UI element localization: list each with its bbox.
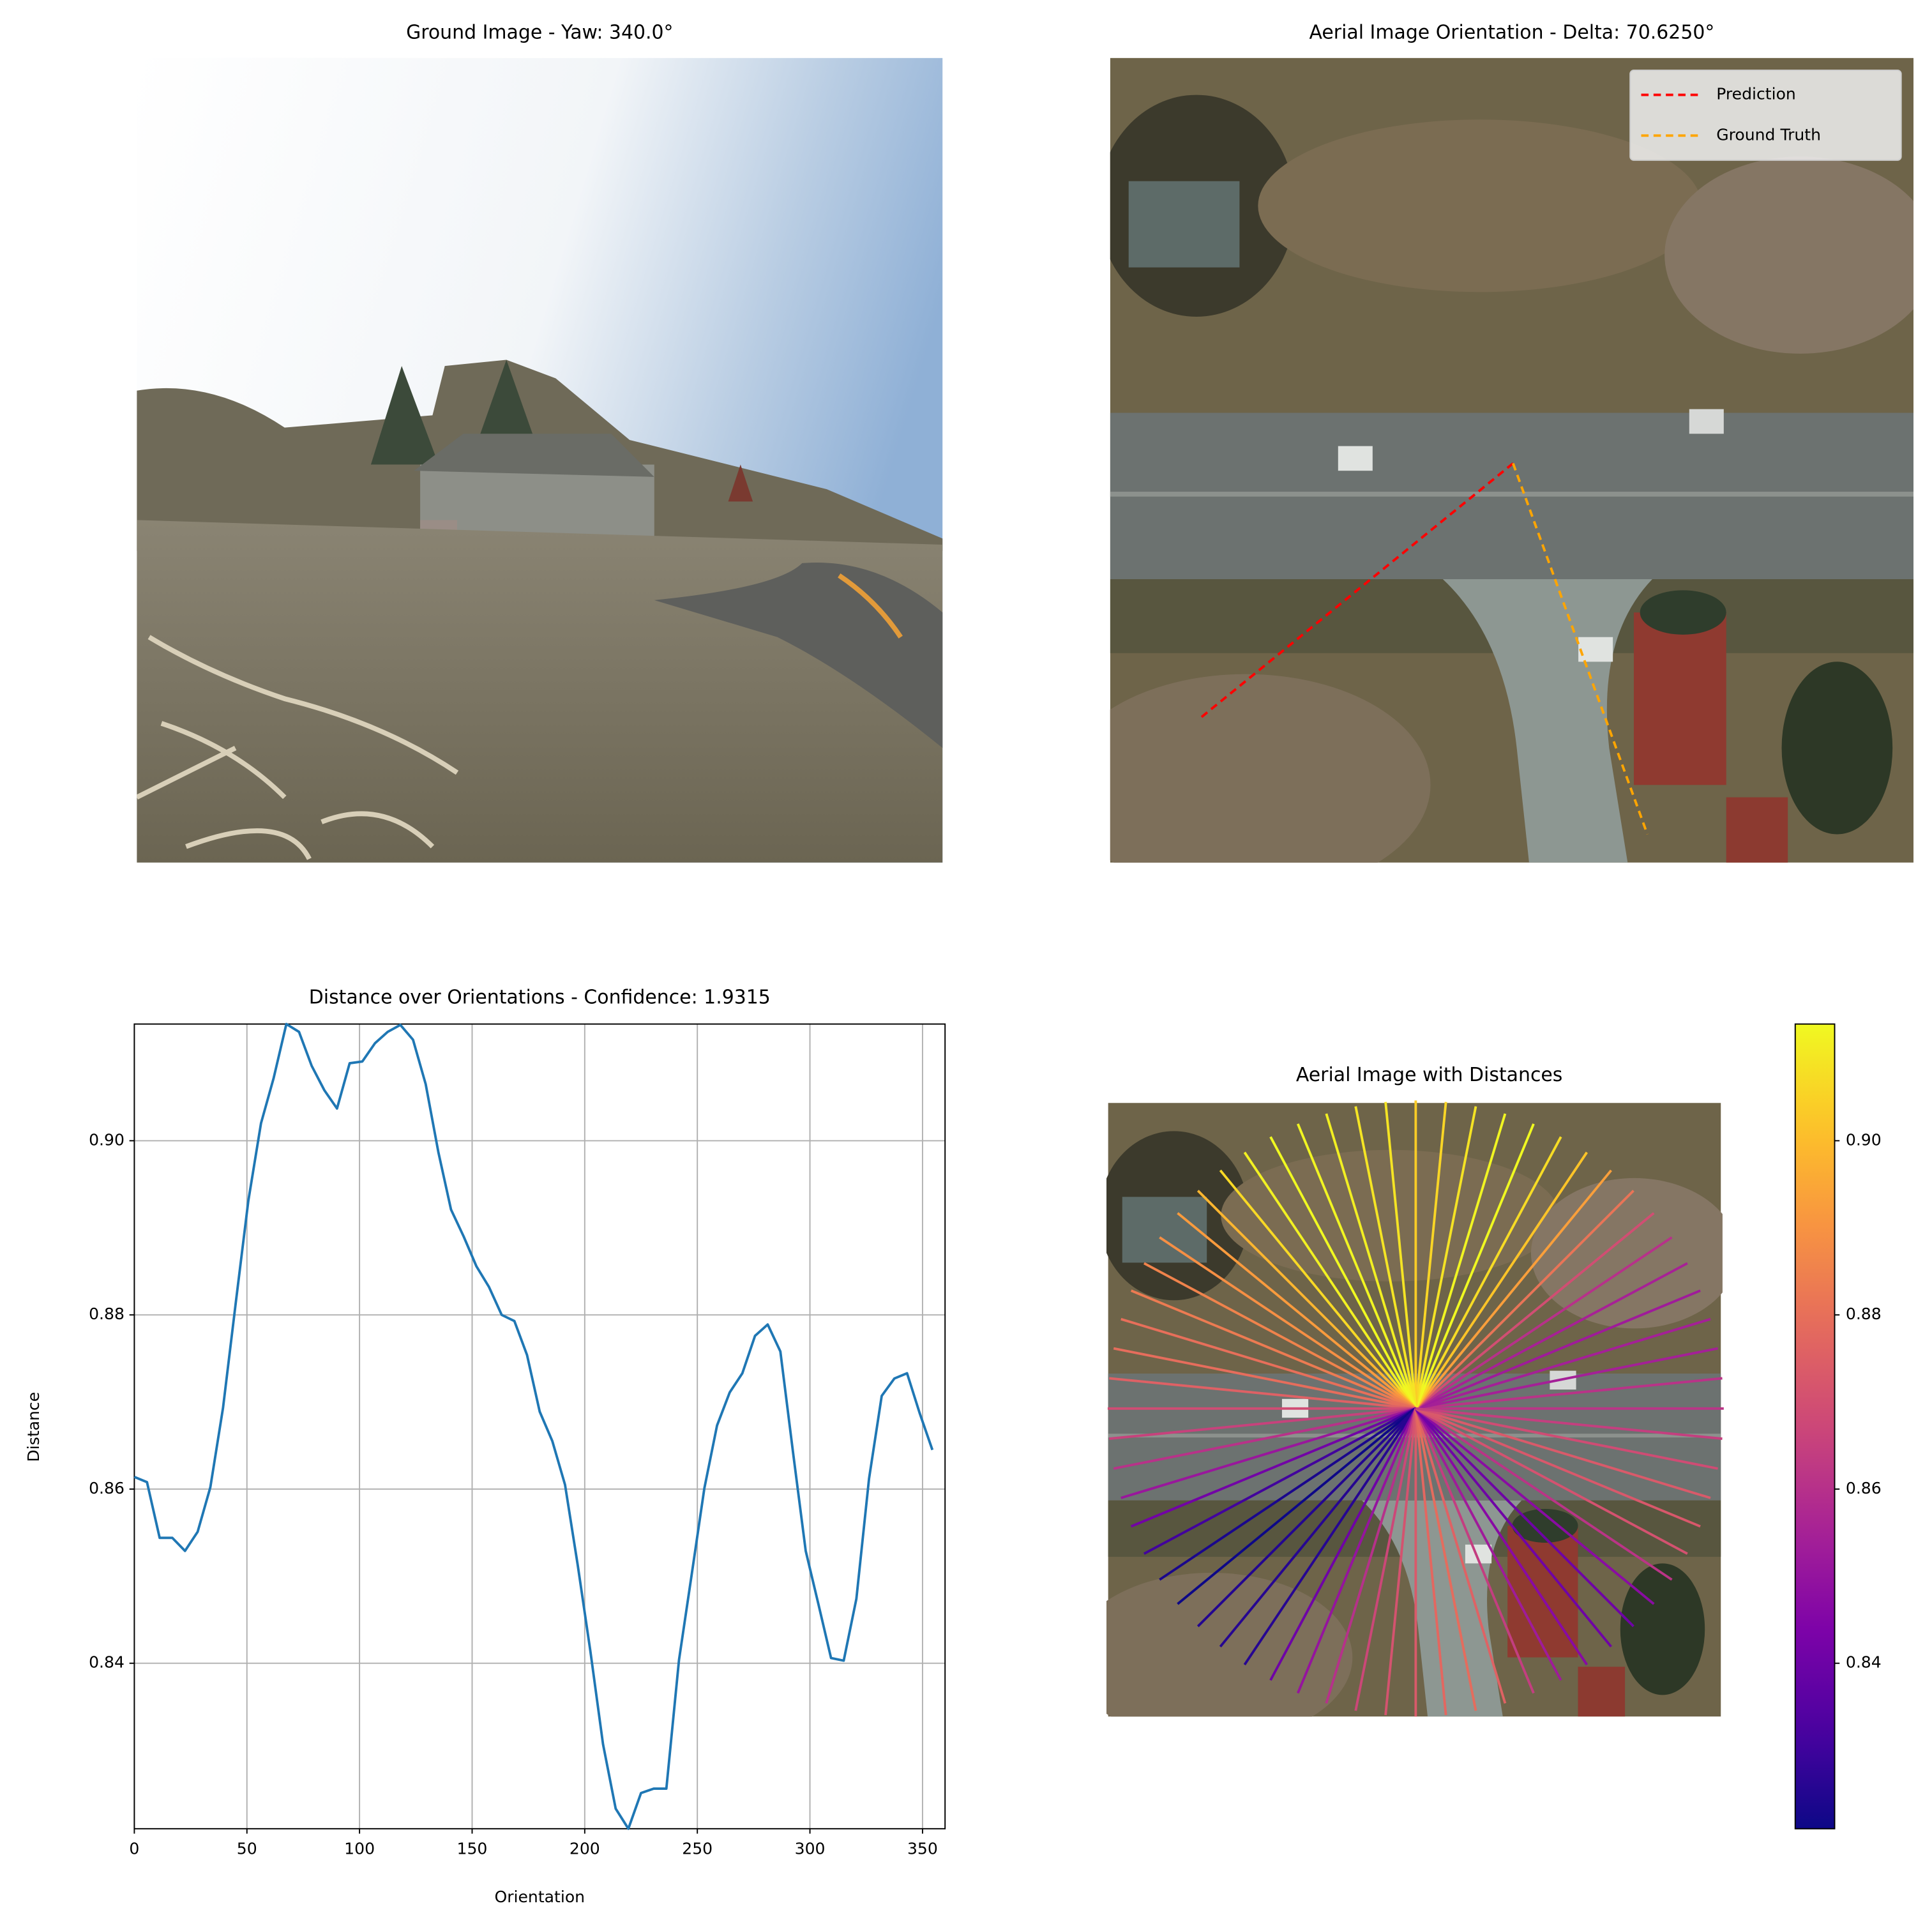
- distance-ray: [1414, 1106, 1477, 1409]
- distance-ray: [1415, 1190, 1634, 1410]
- distance-ray: [1196, 1407, 1417, 1628]
- distance-ray: [1325, 1408, 1417, 1704]
- distance-ray: [1354, 1106, 1417, 1409]
- y-axis-label: Distance: [24, 1392, 43, 1462]
- distance-ray: [1414, 1408, 1535, 1694]
- distance-ray: [1414, 1408, 1507, 1704]
- distance-ray: [1414, 1136, 1562, 1409]
- colorbar: [1794, 1023, 1836, 1829]
- y-tick-label: 0.88: [89, 1305, 125, 1323]
- distance-ray: [1109, 1377, 1416, 1410]
- distance-ray: [1415, 1236, 1673, 1410]
- distance-ray: [1415, 1407, 1673, 1581]
- x-axis-label: Orientation: [494, 1888, 585, 1906]
- distance-ray: [1415, 1407, 1634, 1628]
- distance-ray: [1113, 1407, 1416, 1470]
- distance-ray: [1384, 1102, 1417, 1409]
- distance-ray: [1415, 1407, 1655, 1605]
- distance-ray: [1415, 1347, 1718, 1410]
- distance-ray: [1130, 1407, 1417, 1528]
- distance-ray: [1354, 1408, 1417, 1711]
- distance-ray: [1113, 1347, 1416, 1410]
- distance-ray: [1414, 1407, 1612, 1647]
- distance-ray: [1219, 1407, 1417, 1647]
- x-tick-label: 150: [457, 1840, 488, 1858]
- distance-ray: [1415, 1212, 1655, 1410]
- distance-ray: [1243, 1151, 1417, 1409]
- distance-ray: [1415, 1262, 1688, 1410]
- distance-ray: [1414, 1102, 1447, 1409]
- distance-ray: [1296, 1408, 1417, 1694]
- distance-ray: [1415, 1407, 1723, 1440]
- distance-ray: [1414, 1113, 1507, 1409]
- distance-ray: [1415, 1407, 1688, 1555]
- distance-ray: [1177, 1407, 1417, 1605]
- distance-ray: [1143, 1407, 1417, 1555]
- distance-ray: [1414, 1408, 1477, 1711]
- distance-ray: [1243, 1407, 1417, 1665]
- x-tick-label: 350: [907, 1840, 938, 1858]
- distance-ray: [1121, 1317, 1416, 1410]
- data-line: [133, 1022, 934, 1830]
- aerial-image: [1110, 57, 1914, 863]
- legend-label: Prediction: [1716, 85, 1796, 103]
- x-tick-label: 200: [570, 1840, 600, 1858]
- distance-ray: [1414, 1407, 1562, 1681]
- distance-ray: [1219, 1169, 1417, 1409]
- ground-image: [137, 58, 942, 863]
- x-tick-label: 50: [237, 1840, 257, 1858]
- distance-ray: [1269, 1136, 1417, 1409]
- y-tick-label: 0.86: [89, 1479, 125, 1497]
- plot-area: [134, 1024, 946, 1829]
- image-title: Ground Image - Yaw: 340.0°: [406, 22, 673, 44]
- y-tick-label: 0.84: [89, 1653, 125, 1672]
- distance-ray: [1414, 1407, 1589, 1665]
- colorbar-tick-label: 0.84: [1846, 1653, 1882, 1672]
- distance-ray: [1130, 1289, 1417, 1410]
- legend-box: [1629, 70, 1902, 161]
- ground-truth-line: [1512, 462, 1649, 835]
- x-tick-label: 300: [795, 1840, 826, 1858]
- distance-ray: [1177, 1212, 1417, 1410]
- chart-title: Aerial Image with Distances: [1296, 1064, 1563, 1086]
- y-tick-label: 0.90: [89, 1130, 125, 1149]
- colorbar-tick-label: 0.86: [1846, 1479, 1882, 1497]
- distance-ray: [1196, 1190, 1417, 1410]
- distance-ray: [1415, 1407, 1701, 1528]
- x-tick-label: 100: [344, 1840, 375, 1858]
- x-tick-label: 0: [129, 1840, 139, 1858]
- distance-ray: [1414, 1408, 1447, 1716]
- colorbar-tick-label: 0.88: [1846, 1305, 1882, 1323]
- distance-ray: [1159, 1407, 1417, 1581]
- distance-ray: [1414, 1151, 1589, 1409]
- distance-ray: [1384, 1408, 1417, 1716]
- distance-ray: [1415, 1407, 1718, 1470]
- distance-ray: [1415, 1289, 1701, 1410]
- distance-ray: [1414, 1123, 1535, 1409]
- distance-ray: [1415, 1317, 1711, 1410]
- distance-ray: [1414, 1169, 1612, 1409]
- x-tick-label: 250: [682, 1840, 713, 1858]
- distance-ray: [1143, 1262, 1417, 1410]
- prediction-line: [1200, 462, 1514, 718]
- distance-ray: [1269, 1407, 1417, 1681]
- distance-ray: [1415, 1407, 1711, 1499]
- chart-title: Distance over Orientations - Confidence:…: [309, 987, 771, 1009]
- distance-ray: [1159, 1236, 1417, 1410]
- distance-ray: [1109, 1407, 1416, 1440]
- colorbar-tick-label: 0.90: [1846, 1130, 1882, 1149]
- image-title: Aerial Image Orientation - Delta: 70.625…: [1309, 22, 1714, 44]
- axes-frame: [133, 1023, 946, 1829]
- distance-ray: [1121, 1407, 1416, 1499]
- distance-ray: [1296, 1123, 1417, 1409]
- distance-ray: [1325, 1113, 1417, 1409]
- legend-label: Ground Truth: [1716, 125, 1821, 144]
- distance-ray: [1415, 1377, 1723, 1410]
